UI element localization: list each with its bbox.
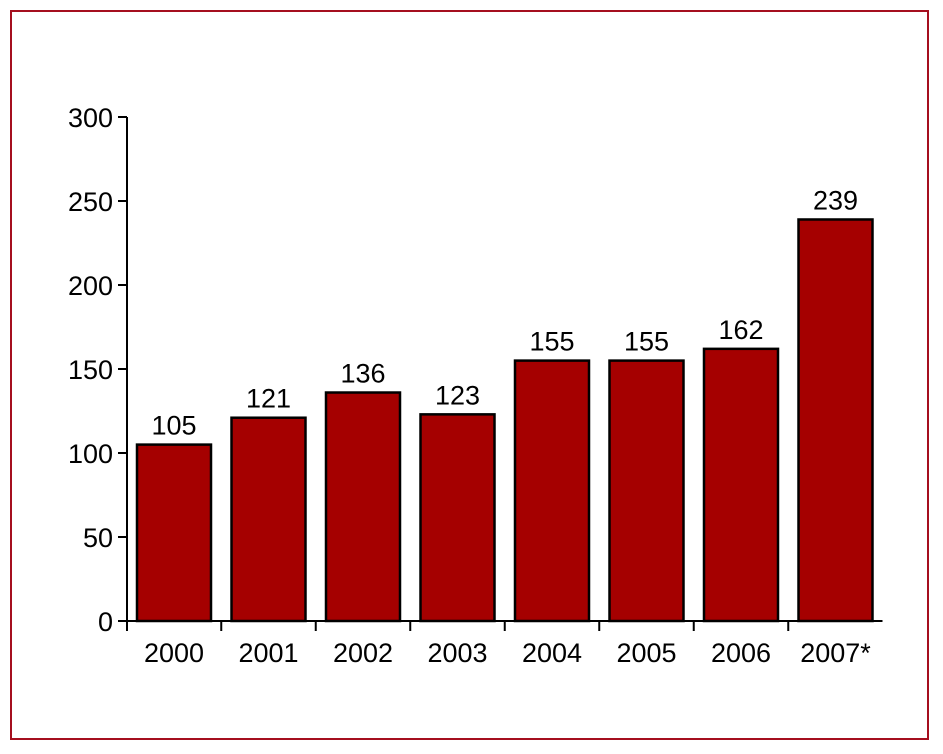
bar-2000: [135, 443, 213, 623]
data-label: 239: [813, 185, 858, 215]
bar-2005: [608, 359, 685, 623]
bar-2003: [419, 413, 496, 623]
y-tick-label: 250: [68, 187, 113, 217]
x-tick-label: 2004: [522, 638, 582, 668]
x-tick-label: 2001: [238, 638, 298, 668]
x-tick-label: 2000: [144, 638, 204, 668]
data-label: 123: [435, 380, 480, 410]
y-tick-label: 50: [83, 523, 113, 553]
data-label: 136: [340, 359, 385, 389]
x-tick-label: 2002: [333, 638, 393, 668]
x-tick-label: 2005: [616, 638, 676, 668]
data-label: 155: [529, 327, 574, 357]
x-tick-label: 2006: [711, 638, 771, 668]
y-axis: 0 50 100 150 200 250 300: [68, 103, 128, 637]
bar-2001: [230, 416, 307, 623]
data-labels: 105 121 136 123 155 155 162 239: [151, 185, 858, 440]
y-tick-label: 200: [68, 271, 113, 301]
x-tick-label: 2003: [427, 638, 487, 668]
x-tick-label: 2007*: [800, 638, 871, 668]
bars: [135, 218, 874, 623]
data-label: 105: [151, 411, 196, 441]
bar-2007: [797, 218, 874, 623]
x-axis: 2000 2001 2002 2003 2004 2005 2006 2007*: [127, 620, 883, 668]
bar-2006: [702, 347, 780, 623]
bar-2002: [324, 391, 402, 623]
y-tick-label: 300: [68, 103, 113, 133]
y-tick-label: 0: [98, 607, 113, 637]
y-tick-label: 100: [68, 439, 113, 469]
data-label: 121: [246, 384, 291, 414]
data-label: 162: [718, 315, 763, 345]
y-tick-label: 150: [68, 355, 113, 385]
bar-2004: [513, 359, 591, 623]
data-label: 155: [624, 327, 669, 357]
